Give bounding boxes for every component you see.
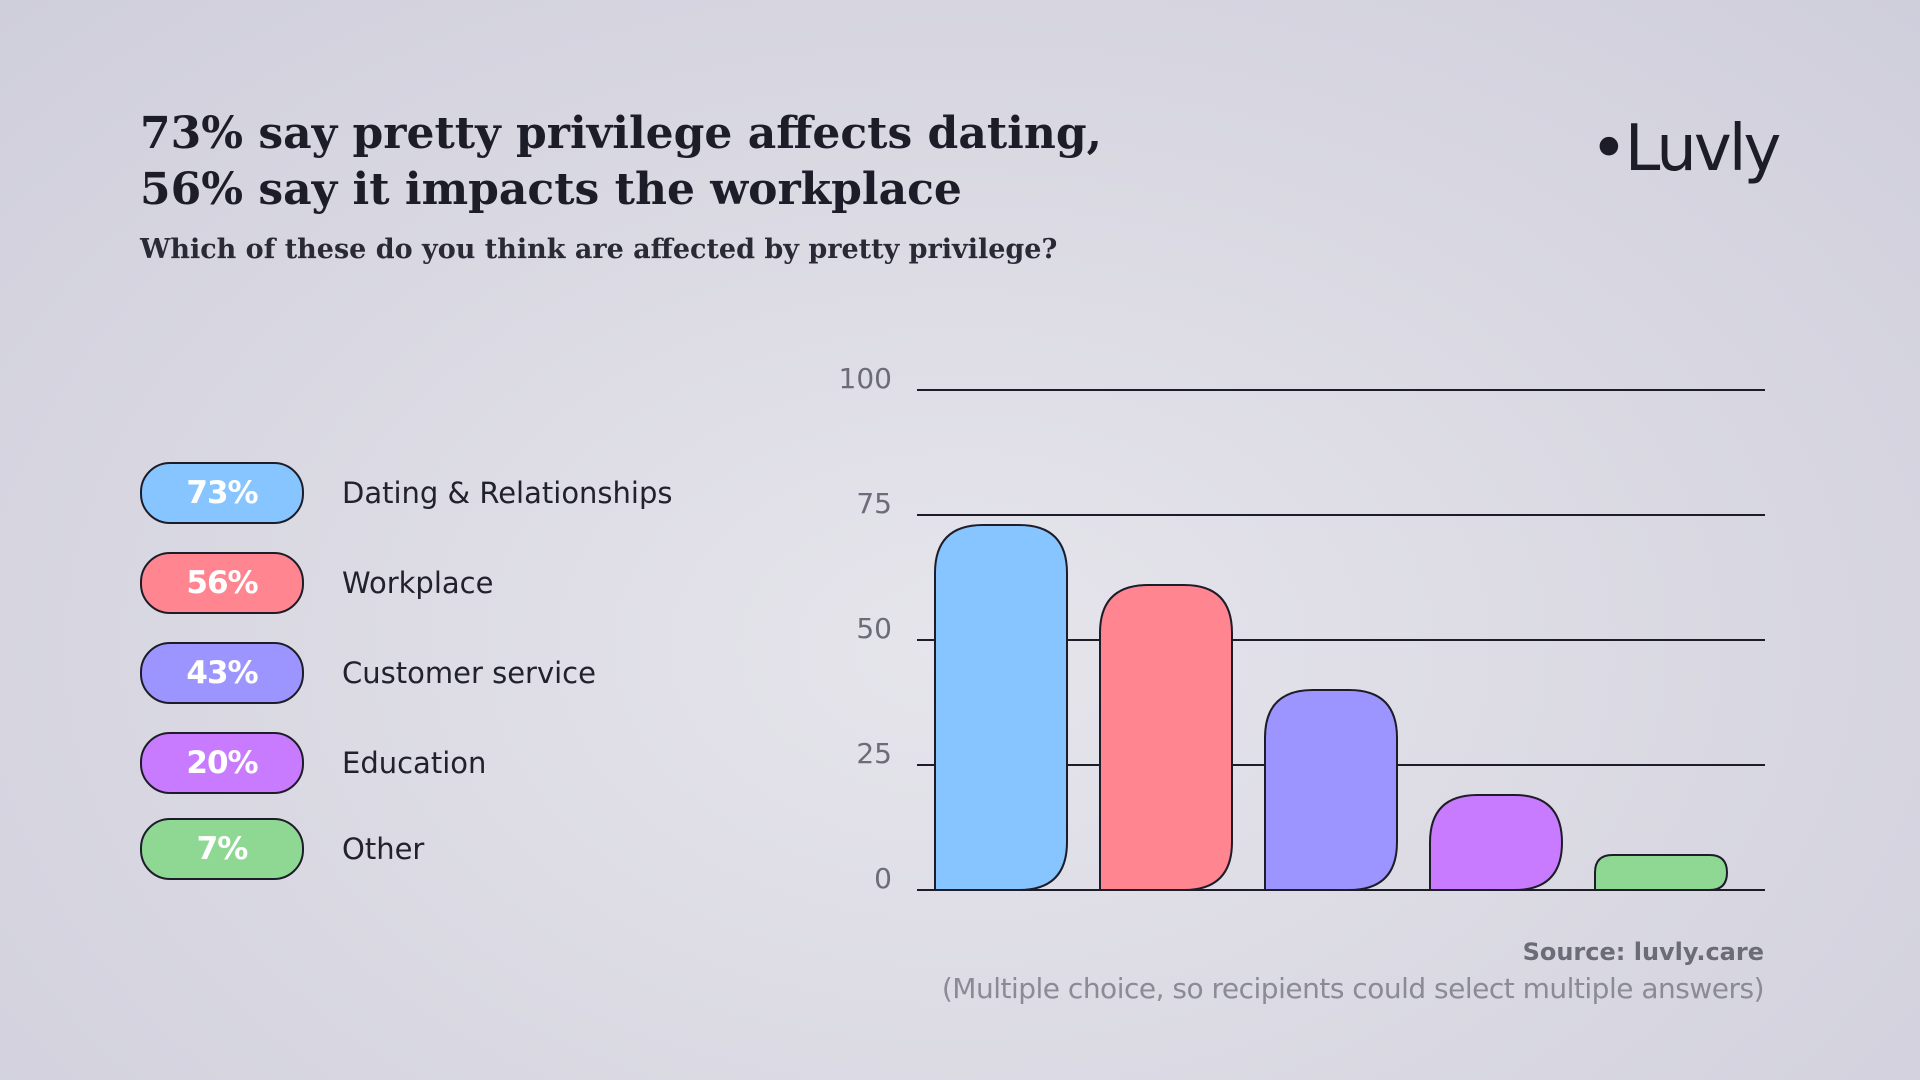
legend-pill-other: 7% bbox=[140, 818, 304, 880]
source-text: Source: luvly.care bbox=[1522, 938, 1764, 966]
title-line-1: 73% say pretty privilege affects dating, bbox=[140, 108, 1102, 159]
footnote-text: (Multiple choice, so recipients could se… bbox=[941, 972, 1765, 1005]
legend-item-other: 7% Other bbox=[140, 818, 780, 880]
legend-item-education: 20% Education bbox=[140, 732, 780, 794]
bars bbox=[934, 524, 1729, 891]
title-line-2: 56% say it impacts the workplace bbox=[140, 164, 962, 215]
legend-pill-workplace: 56% bbox=[140, 552, 304, 614]
legend-label-workplace: Workplace bbox=[342, 566, 494, 600]
legend-label-customer-service: Customer service bbox=[342, 656, 596, 690]
legend-label-dating: Dating & Relationships bbox=[342, 476, 673, 510]
legend-pill-education: 20% bbox=[140, 732, 304, 794]
legend-item-dating: 73% Dating & Relationships bbox=[140, 462, 780, 524]
legend-pill-customer-service: 43% bbox=[140, 642, 304, 704]
y-axis-ticks: 0 25 50 75 100 bbox=[839, 362, 892, 895]
y-tick-label-75: 75 bbox=[856, 487, 892, 520]
bar-workplace bbox=[1099, 584, 1233, 891]
legend-label-education: Education bbox=[342, 746, 487, 780]
y-tick-label-50: 50 bbox=[856, 612, 892, 645]
chart-title: 73% say pretty privilege affects dating,… bbox=[140, 106, 1102, 218]
legend-pill-dating: 73% bbox=[140, 462, 304, 524]
y-tick-label-0: 0 bbox=[874, 862, 892, 895]
legend-label-other: Other bbox=[342, 832, 425, 866]
legend-item-workplace: 56% Workplace bbox=[140, 552, 780, 614]
y-tick-label-100: 100 bbox=[839, 362, 892, 395]
bar-chart: 0 25 50 75 100 bbox=[839, 362, 1765, 895]
chart-subtitle: Which of these do you think are affected… bbox=[140, 234, 1058, 265]
bar-customer-service bbox=[1264, 689, 1398, 891]
bar-education bbox=[1429, 794, 1564, 891]
bar-dating-relationships bbox=[934, 524, 1068, 891]
brand-logo: •Luvly bbox=[1590, 112, 1781, 186]
y-tick-label-25: 25 bbox=[856, 737, 892, 770]
bar-other bbox=[1594, 854, 1729, 891]
legend-item-customer-service: 43% Customer service bbox=[140, 642, 780, 704]
